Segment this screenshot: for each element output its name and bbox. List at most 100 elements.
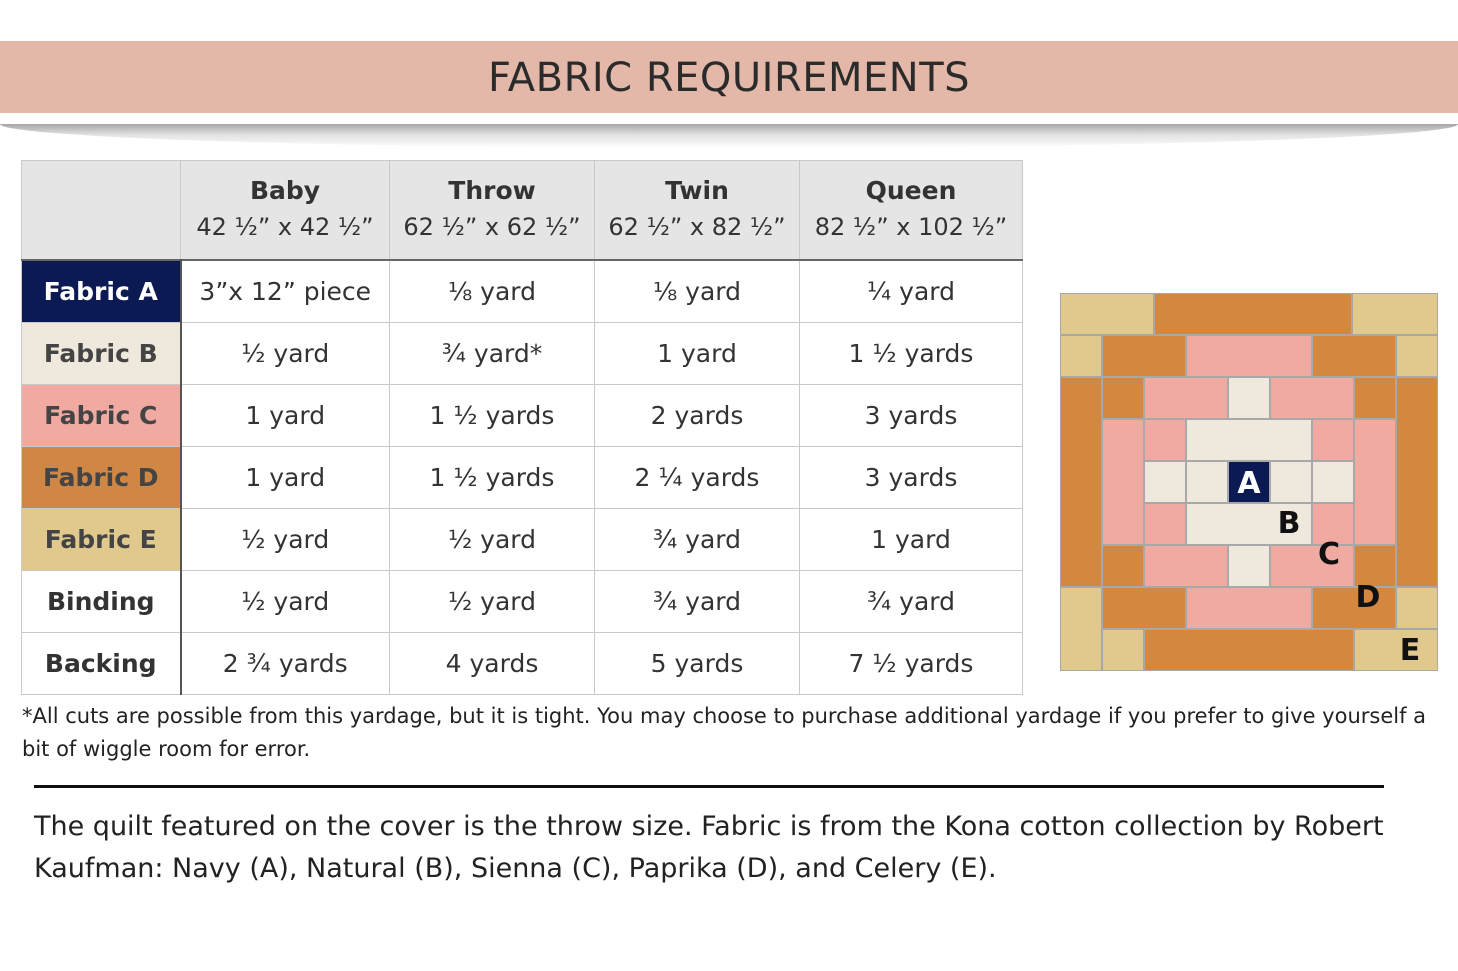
table-cell: 1 ½ yards <box>799 322 1023 385</box>
patch-c <box>1185 586 1313 630</box>
patch-b <box>1143 460 1187 504</box>
patch-d <box>1101 586 1187 630</box>
table-cell: ½ yard <box>389 508 595 571</box>
row-label-fabric-b: Fabric B <box>21 322 182 385</box>
patch-e <box>1395 586 1438 630</box>
patch-d <box>1101 376 1145 420</box>
patch-e <box>1351 293 1438 336</box>
table-row-fabric-e: Fabric E ½ yard ½ yard ¾ yard 1 yard <box>21 508 1023 571</box>
patch-b <box>1227 376 1271 420</box>
patch-c <box>1101 418 1145 546</box>
diagram-label-a: A <box>1237 466 1261 501</box>
column-header-twin: Twin 62 ½” x 82 ½” <box>594 160 800 261</box>
row-label-fabric-c: Fabric C <box>21 384 182 447</box>
table-cell: 3 yards <box>799 384 1023 447</box>
patch-d <box>1101 544 1145 588</box>
diagram-label-c: C <box>1318 537 1340 572</box>
banner-shadow <box>0 124 1458 148</box>
patch-c <box>1143 376 1229 420</box>
column-header-queen: Queen 82 ½” x 102 ½” <box>799 160 1023 261</box>
patch-b <box>1227 544 1271 588</box>
column-size: Throw <box>448 176 536 205</box>
header-row: Baby 42 ½” x 42 ½” Throw 62 ½” x 62 ½” T… <box>21 160 1023 261</box>
table-cell: 1 ½ yards <box>389 446 595 509</box>
column-size: Queen <box>865 176 957 205</box>
table-cell: 3 yards <box>799 446 1023 509</box>
patch-b <box>1185 418 1313 462</box>
title-banner: FABRIC REQUIREMENTS <box>0 41 1458 113</box>
table-cell: 1 ½ yards <box>389 384 595 447</box>
cover-caption: The quilt featured on the cover is the t… <box>34 811 1384 884</box>
table-cell: 2 ¼ yards <box>594 446 800 509</box>
column-header-throw: Throw 62 ½” x 62 ½” <box>389 160 595 261</box>
patch-c <box>1185 334 1313 378</box>
column-header-baby: Baby 42 ½” x 42 ½” <box>180 160 390 261</box>
column-dimensions: 62 ½” x 62 ½” <box>403 213 581 241</box>
table-cell: ⅛ yard <box>389 259 595 323</box>
patch-e <box>1395 334 1438 378</box>
patch-c <box>1143 418 1187 462</box>
patch-d <box>1395 376 1438 588</box>
table-cell: 2 ¾ yards <box>180 632 390 695</box>
patch-d <box>1101 334 1187 378</box>
table-cell: 1 yard <box>799 508 1023 571</box>
table-row-fabric-a: Fabric A 3”x 12” piece ⅛ yard ⅛ yard ¼ y… <box>21 259 1023 323</box>
table-cell: ¼ yard <box>799 259 1023 323</box>
patch-d <box>1153 293 1353 336</box>
column-size: Twin <box>665 176 729 205</box>
row-label-fabric-e: Fabric E <box>21 508 182 571</box>
divider <box>34 785 1384 788</box>
table-cell: 1 yard <box>594 322 800 385</box>
patch-c <box>1143 502 1187 546</box>
patch-b <box>1269 460 1313 504</box>
patch-d <box>1060 376 1103 588</box>
patch-e <box>1060 293 1155 336</box>
patch-c <box>1269 544 1355 588</box>
column-dimensions: 42 ½” x 42 ½” <box>196 213 374 241</box>
table-row-backing: Backing 2 ¾ yards 4 yards 5 yards 7 ½ ya… <box>21 632 1023 695</box>
table-cell: ¾ yard <box>594 508 800 571</box>
row-label-fabric-a: Fabric A <box>21 259 182 323</box>
corner-cell <box>21 160 181 261</box>
patch-d <box>1311 334 1397 378</box>
patch-e <box>1101 628 1145 671</box>
fabric-requirements-table: Baby 42 ½” x 42 ½” Throw 62 ½” x 62 ½” T… <box>21 160 1023 695</box>
table-cell: ½ yard <box>180 508 390 571</box>
table-cell: ½ yard <box>180 570 390 633</box>
patch-d <box>1143 628 1355 671</box>
row-label-fabric-d: Fabric D <box>21 446 182 509</box>
patch-e <box>1353 628 1438 671</box>
patch-d <box>1311 586 1397 630</box>
table-row-fabric-b: Fabric B ½ yard ¾ yard* 1 yard 1 ½ yards <box>21 322 1023 385</box>
patch-c <box>1269 376 1355 420</box>
column-dimensions: 62 ½” x 82 ½” <box>608 213 786 241</box>
patch-b <box>1311 460 1355 504</box>
table-cell: ¾ yard <box>799 570 1023 633</box>
table-cell: 1 yard <box>180 384 390 447</box>
table-cell: ½ yard <box>389 570 595 633</box>
table-row-fabric-c: Fabric C 1 yard 1 ½ yards 2 yards 3 yard… <box>21 384 1023 447</box>
table-cell: ⅛ yard <box>594 259 800 323</box>
page-title: FABRIC REQUIREMENTS <box>487 55 971 101</box>
diagram-label-d: D <box>1356 580 1381 615</box>
row-label-binding: Binding <box>21 570 182 633</box>
patch-c <box>1143 544 1229 588</box>
patch-c <box>1353 418 1397 546</box>
patch-e <box>1060 586 1103 671</box>
diagram-label-e: E <box>1400 633 1421 668</box>
table-cell: 2 yards <box>594 384 800 447</box>
patch-b <box>1185 460 1229 504</box>
table-cell: ¾ yard* <box>389 322 595 385</box>
column-dimensions: 82 ½” x 102 ½” <box>814 213 1008 241</box>
patch-c <box>1311 418 1355 462</box>
patch-a <box>1227 460 1271 504</box>
patch-d <box>1353 376 1397 420</box>
table-cell: 5 yards <box>594 632 800 695</box>
quilt-block-diagram: A B C D E <box>1060 293 1438 671</box>
table-cell: 4 yards <box>389 632 595 695</box>
yardage-footnote: *All cuts are possible from this yardage… <box>22 704 1427 761</box>
patch-e <box>1060 334 1103 378</box>
table-row-binding: Binding ½ yard ½ yard ¾ yard ¾ yard <box>21 570 1023 633</box>
table-row-fabric-d: Fabric D 1 yard 1 ½ yards 2 ¼ yards 3 ya… <box>21 446 1023 509</box>
table-cell: 3”x 12” piece <box>180 259 390 323</box>
